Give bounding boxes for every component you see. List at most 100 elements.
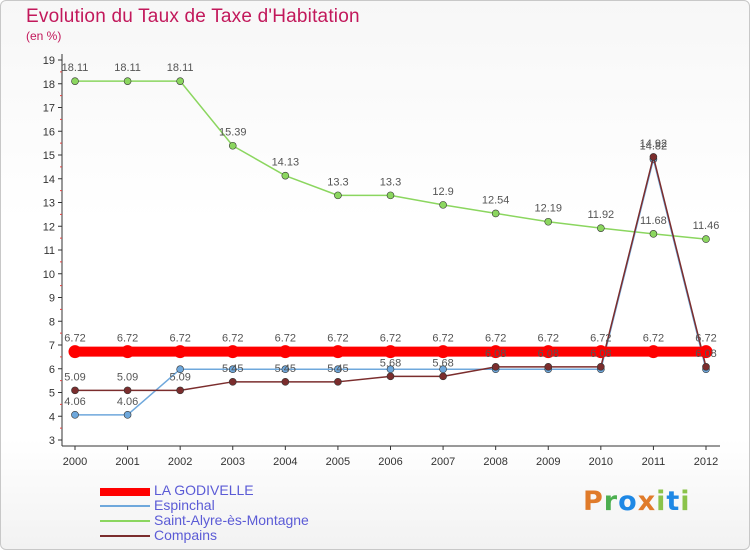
data-point	[123, 386, 132, 395]
data-label: 4.06	[117, 396, 138, 408]
data-label: 6.72	[169, 333, 190, 345]
y-tick-label: 19	[43, 55, 55, 67]
x-tick-label: 2010	[589, 456, 613, 468]
data-label: 6.72	[380, 333, 401, 345]
y-tick-label: 7	[49, 340, 55, 352]
data-label: 18.11	[167, 62, 194, 74]
data-point	[123, 77, 132, 85]
data-label: 18.11	[62, 62, 89, 74]
legend-label: Espinchal	[154, 497, 215, 513]
data-label: 11.46	[693, 220, 720, 232]
data-label: 6.08	[485, 348, 506, 360]
data-point	[334, 365, 342, 374]
logo-letter: o	[618, 486, 638, 517]
data-point	[71, 411, 79, 419]
x-tick-label: 2002	[168, 456, 192, 468]
data-point	[334, 191, 342, 200]
y-tick-label: 12	[43, 221, 55, 233]
data-point	[489, 345, 503, 359]
data-point	[649, 153, 658, 161]
data-point	[439, 201, 447, 209]
data-label: 11.68	[640, 215, 667, 227]
y-tick-label: 18	[43, 79, 55, 91]
y-tick-label: 16	[43, 126, 55, 138]
data-point	[439, 372, 447, 381]
legend-swatch	[100, 505, 150, 507]
data-label: 6.72	[117, 333, 138, 345]
data-label: 6.08	[695, 348, 716, 360]
data-label: 13.3	[380, 176, 401, 188]
x-tick-label: 2009	[536, 456, 560, 468]
data-point	[334, 378, 342, 386]
x-tick-label: 2003	[221, 456, 245, 468]
data-label: 11.92	[587, 209, 614, 221]
x-tick-label: 2000	[63, 456, 87, 468]
x-tick-label: 2005	[326, 456, 350, 468]
y-tick-label: 13	[43, 198, 55, 210]
data-point	[597, 224, 605, 232]
data-label: 6.08	[538, 348, 559, 360]
data-point	[176, 77, 184, 85]
logo-letter: i	[680, 486, 691, 517]
data-point	[544, 363, 553, 371]
x-tick-label: 2011	[642, 456, 666, 468]
data-point	[121, 345, 135, 359]
x-tick-label: 2001	[115, 456, 139, 468]
y-tick-label: 3	[49, 435, 55, 447]
data-point	[436, 345, 450, 359]
y-tick-label: 15	[43, 150, 55, 162]
x-tick-label: 2008	[483, 456, 507, 468]
data-label: 13.3	[327, 176, 348, 188]
data-point	[281, 378, 290, 386]
data-point	[278, 345, 292, 359]
data-label: 12.54	[482, 194, 510, 206]
data-point	[71, 77, 79, 85]
data-label: 14.92	[640, 138, 668, 150]
y-tick-label: 11	[44, 245, 55, 257]
data-point	[176, 365, 184, 374]
data-label: 5.68	[432, 357, 453, 369]
data-point	[71, 386, 79, 395]
data-label: 14.13	[272, 157, 300, 169]
data-point	[491, 363, 500, 371]
proxiti-logo: Proxiti	[583, 486, 691, 517]
legend-swatch	[100, 488, 150, 496]
data-point	[173, 345, 187, 359]
data-label: 6.08	[590, 348, 611, 360]
legend-label: Compains	[154, 527, 218, 543]
data-point	[702, 235, 710, 243]
data-point	[281, 171, 290, 180]
data-label: 5.45	[327, 363, 348, 375]
legend-label: LA GODIVELLE	[154, 482, 254, 498]
data-point	[491, 209, 500, 218]
data-label: 6.72	[643, 333, 664, 345]
data-label: 6.72	[432, 333, 453, 345]
data-point	[68, 345, 82, 359]
data-point	[646, 345, 660, 359]
legend-label: Saint-Alyre-ès-Montagne	[154, 512, 309, 528]
data-label: 5.45	[222, 363, 243, 375]
legend-swatch	[100, 520, 150, 522]
legend-swatch	[100, 535, 150, 537]
data-label: 6.72	[590, 333, 611, 345]
logo-letter: P	[583, 486, 604, 517]
data-label: 12.19	[534, 203, 562, 215]
y-tick-label: 17	[43, 103, 55, 115]
data-point	[386, 191, 395, 200]
data-point	[594, 345, 608, 359]
data-label: 12.9	[432, 186, 453, 198]
data-point	[386, 372, 395, 381]
logo-letter: i	[656, 486, 667, 517]
data-label: 6.72	[222, 333, 243, 345]
y-tick-label: 9	[49, 293, 55, 305]
data-point	[699, 345, 713, 359]
chart-title: Evolution du Taux de Taxe d'Habitation	[26, 6, 360, 27]
x-tick-label: 2012	[694, 456, 718, 468]
data-point	[176, 386, 184, 395]
data-point	[228, 365, 237, 374]
data-point	[384, 345, 397, 359]
data-label: 14.82	[640, 140, 668, 152]
data-point	[544, 217, 553, 226]
y-tick-label: 5	[49, 388, 55, 400]
data-point	[541, 345, 555, 359]
